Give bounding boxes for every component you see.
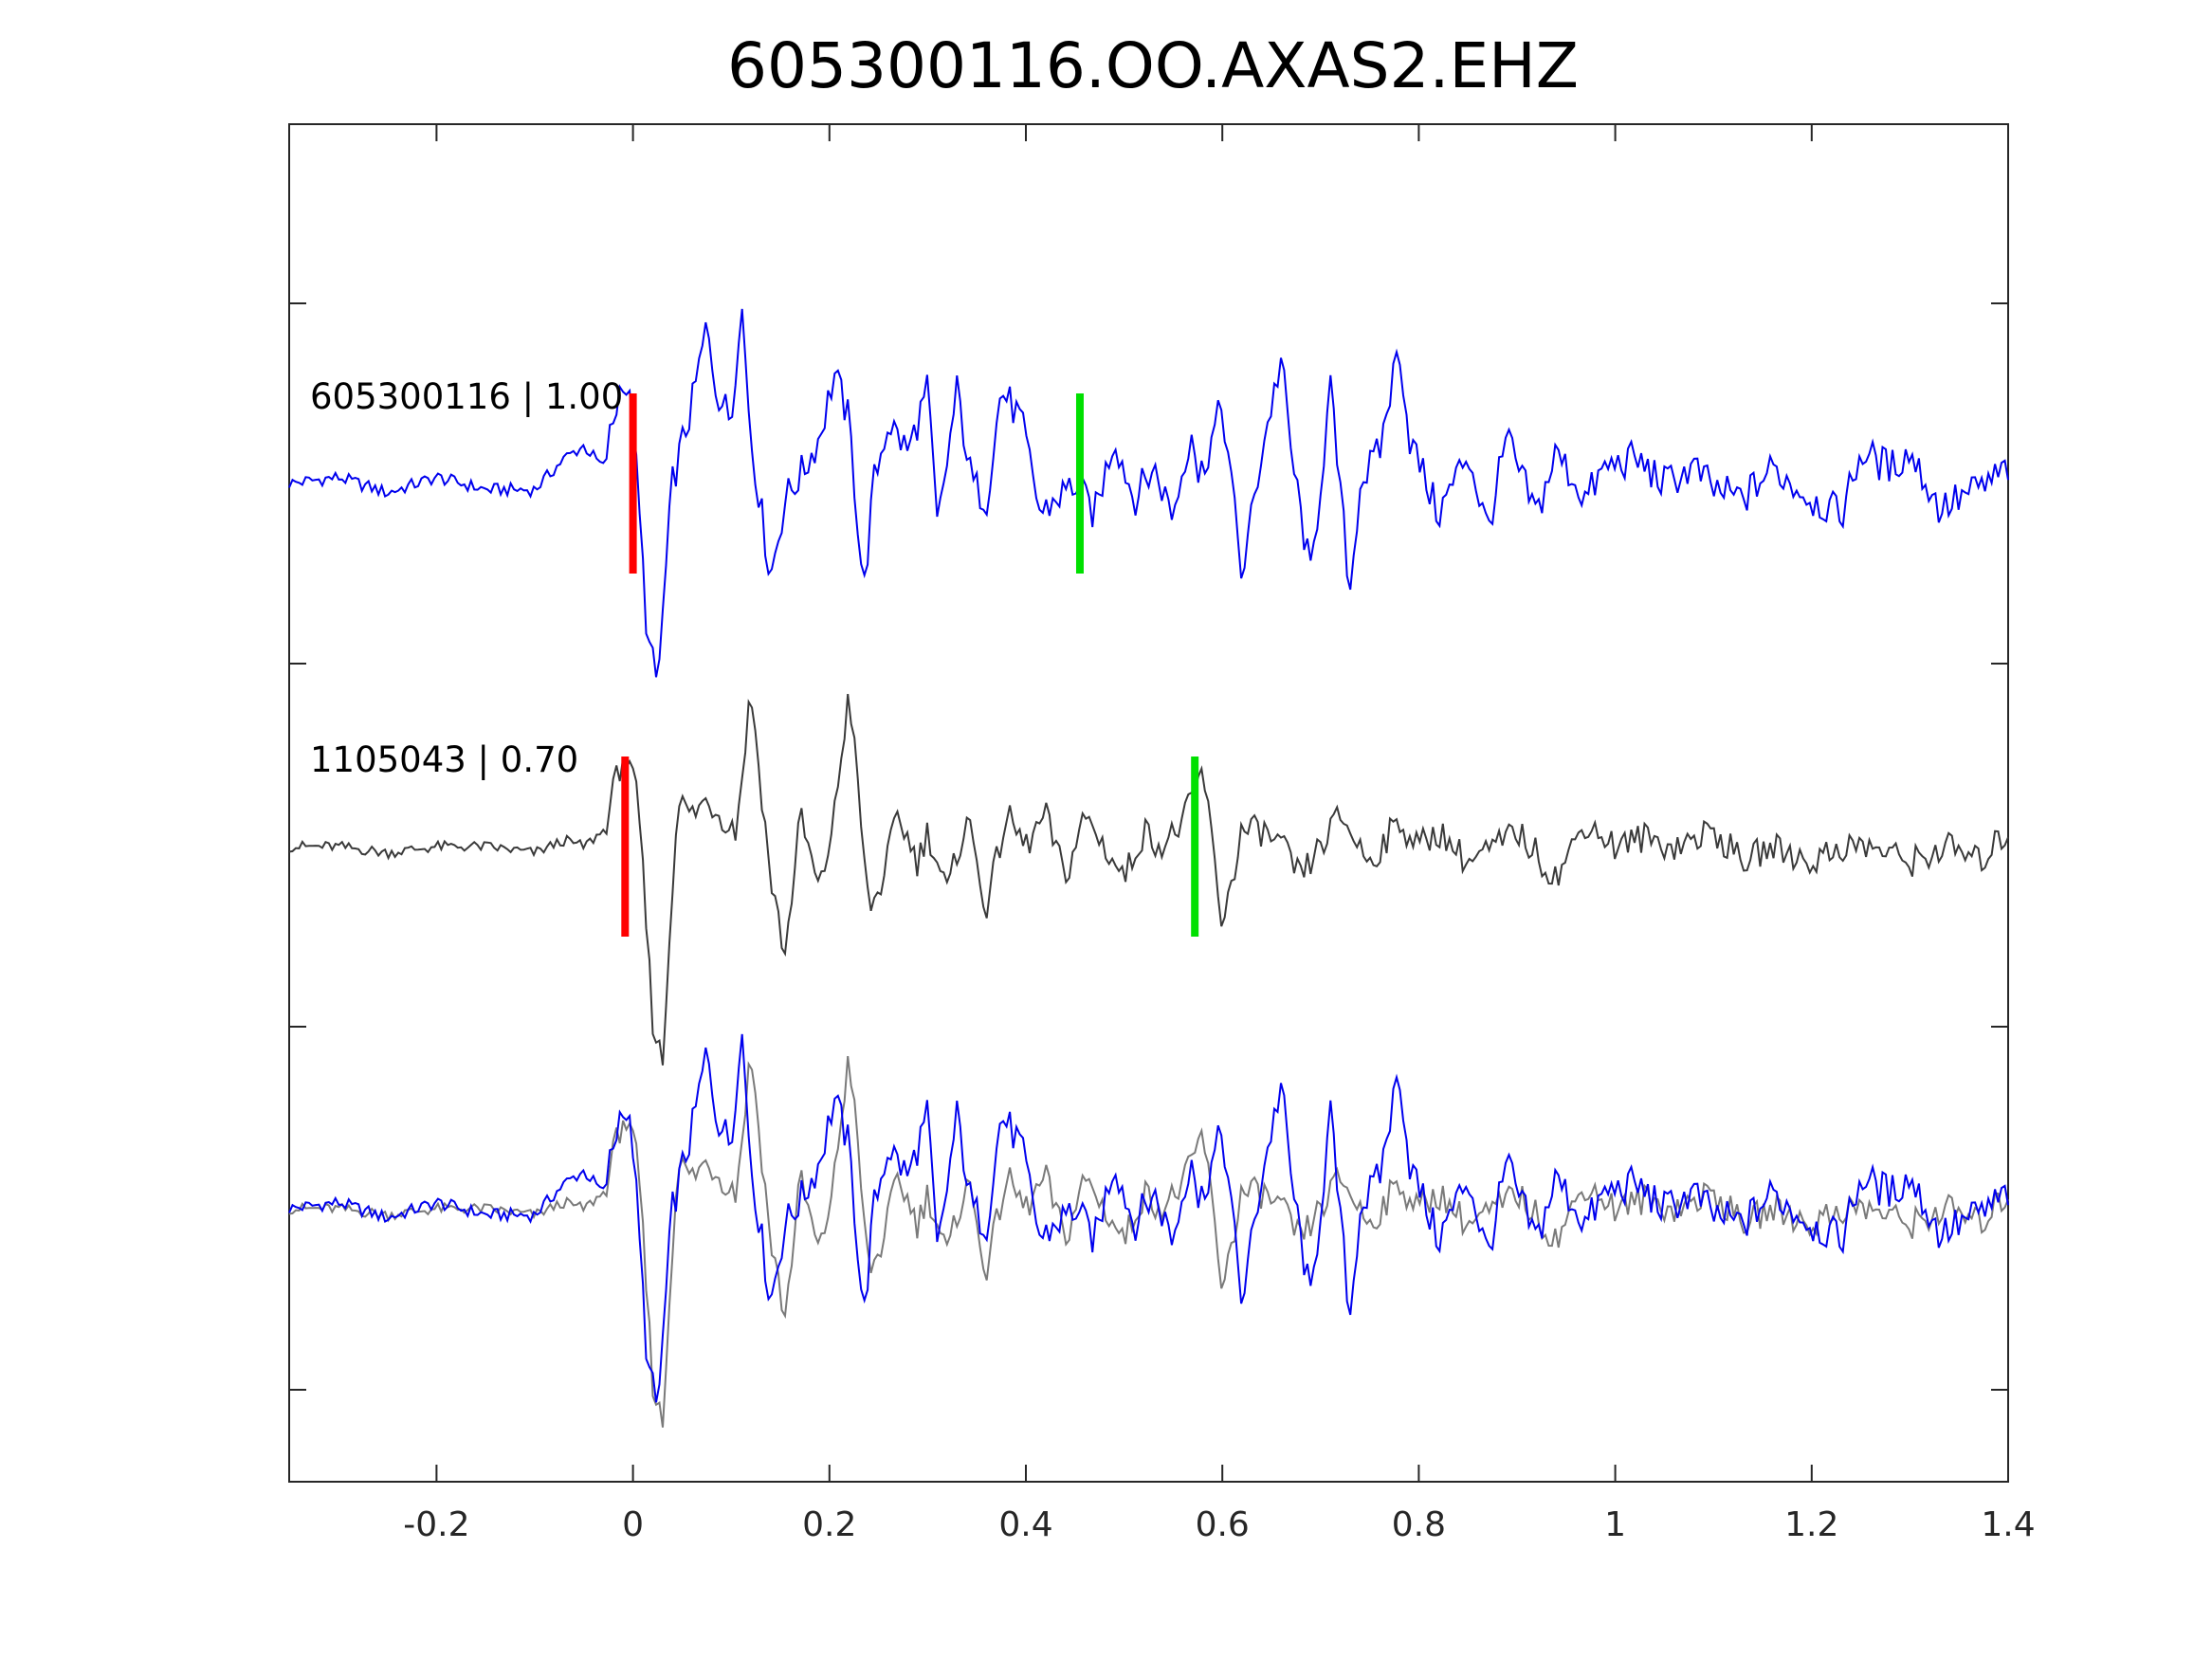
x-tick-label: 0 [622,1505,644,1544]
axes-frame [288,123,2009,1483]
x-tick-label: 1.4 [1981,1505,2035,1544]
plot-area: -0.2 0 0.2 0.4 0.6 0.8 1 1.2 1.4 605300116 | 1.00… [288,123,2036,1544]
x-tick-label: 0.2 [802,1505,856,1544]
x-tick-label: 0.8 [1392,1505,1446,1544]
overlay-master-line [288,1033,2009,1403]
x-tick-label: 1 [1604,1505,1626,1544]
x-tick-label: -0.2 [403,1505,469,1544]
reference-trace-line [288,693,2009,1066]
x-tick-label: 0.6 [1196,1505,1250,1544]
chart-title: 605300116.OO.AXAS2.EHZ [727,29,1579,102]
master-trace-line [288,308,2009,678]
x-tick-label: 0.4 [998,1505,1052,1544]
overlay-reference-line [288,1055,2009,1428]
trace-label: 1105043 | 0.70 [310,739,578,780]
trace-label: 605300116 | 1.00 [310,376,623,417]
x-tick-label: 1.2 [1784,1505,1838,1544]
